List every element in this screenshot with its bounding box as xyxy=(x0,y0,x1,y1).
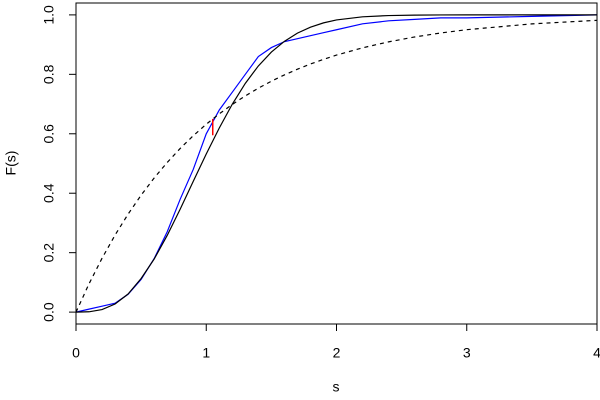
y-tick-label: 0.0 xyxy=(41,302,57,322)
x-tick-label: 1 xyxy=(202,345,210,361)
x-tick-label: 3 xyxy=(463,345,471,361)
curve xyxy=(75,14,597,313)
x-tick-label: 0 xyxy=(72,345,80,361)
x-axis-label: s xyxy=(333,379,340,395)
y-tick-label: 1.0 xyxy=(41,5,57,25)
y-tick-label: 0.6 xyxy=(41,124,57,144)
curve xyxy=(75,19,598,313)
y-tick-label: 0.2 xyxy=(41,243,57,263)
plot-box xyxy=(75,2,598,325)
curve xyxy=(75,14,598,313)
y-axis-label: F(s) xyxy=(3,151,19,176)
y-tick-label: 0.4 xyxy=(41,183,57,203)
y-tick-label: 0.8 xyxy=(41,64,57,84)
x-tick-label: 2 xyxy=(333,345,341,361)
x-tick-label: 4 xyxy=(593,345,600,361)
